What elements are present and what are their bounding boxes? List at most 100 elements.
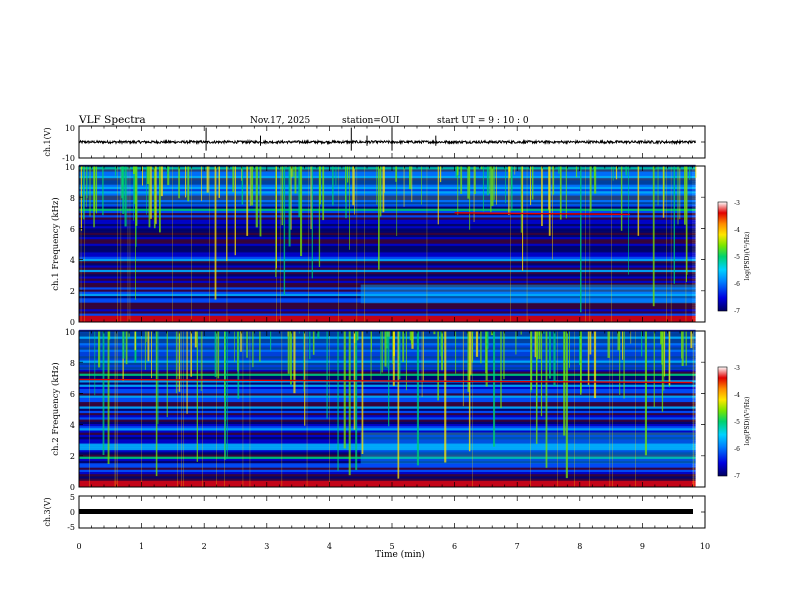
sferic-streak <box>151 331 152 378</box>
sferic-streak <box>291 166 292 230</box>
spectral-band <box>79 309 696 312</box>
sferic-streak <box>252 331 253 367</box>
spectral-band <box>79 318 696 321</box>
spectral-band <box>79 419 696 422</box>
sferic-streak <box>93 166 95 227</box>
sferic-streak <box>594 331 596 398</box>
sferic-streak <box>347 166 348 183</box>
sferic-streak <box>553 331 555 386</box>
sferic-streak <box>474 166 476 194</box>
sferic-line <box>329 331 330 487</box>
sferic-streak <box>87 166 88 198</box>
spectral-band <box>79 233 696 236</box>
sferic-streak <box>569 331 570 368</box>
sferic-line <box>610 331 611 487</box>
spectral-band <box>79 226 696 229</box>
spectral-band <box>79 270 696 273</box>
ch3-waveform-trace <box>79 509 693 514</box>
sferic-line <box>365 166 366 322</box>
sferic-line <box>589 331 590 487</box>
sferic-line <box>693 331 694 487</box>
spectral-band <box>79 224 696 227</box>
sferic-streak <box>237 331 238 371</box>
sferic-line <box>115 331 116 487</box>
spectral-band <box>79 250 696 253</box>
sferic-streak <box>417 331 419 465</box>
sferic-streak <box>344 331 346 449</box>
sferic-streak <box>288 331 289 336</box>
sferic-line <box>472 331 473 487</box>
spectral-band <box>79 254 696 256</box>
sferic-streak <box>594 166 596 194</box>
sferic-line <box>427 166 428 322</box>
sferic-streak <box>487 331 489 349</box>
sferic-line <box>202 331 203 487</box>
spectral-band <box>79 373 696 376</box>
spectral-band <box>79 305 696 308</box>
spectral-band <box>79 408 696 411</box>
sferic-streak <box>115 166 116 176</box>
spectral-band <box>79 211 696 214</box>
ch1-cb-tick-m4: -4 <box>734 227 740 234</box>
sferic-streak <box>411 166 412 202</box>
sferic-streak <box>404 166 405 207</box>
sferic-streak <box>256 166 258 227</box>
xtick-label-10: 10 <box>700 542 710 551</box>
sferic-streak <box>133 166 134 221</box>
ch2-colorbar-gradient <box>718 367 727 476</box>
broadband-emission <box>361 285 696 304</box>
spectral-band <box>79 430 696 433</box>
spectral-band <box>79 389 696 392</box>
sferic-streak <box>380 331 381 375</box>
ch2-ytick-2: 2 <box>70 452 75 461</box>
sferic-streak <box>355 331 357 470</box>
sferic-line <box>309 166 310 322</box>
ch2-ytick-8: 8 <box>70 359 75 368</box>
sferic-line <box>117 166 118 322</box>
sferic-streak <box>608 331 610 358</box>
sferic-streak <box>580 331 582 393</box>
sferic-streak <box>224 331 226 460</box>
ch3-ytick-top: 5 <box>70 493 75 502</box>
xtick-label-6: 6 <box>452 542 457 551</box>
sferic-streak <box>282 166 284 225</box>
sferic-streak <box>167 166 168 174</box>
ch3-ytick-bottom: -5 <box>67 523 75 532</box>
sferic-streak <box>421 166 422 205</box>
ch1-ytick-0: 0 <box>70 318 75 327</box>
sferic-line <box>612 331 613 487</box>
ch3-waveform-panel: 5 0 -5 ch.3(V) <box>43 493 705 532</box>
ch1-ytick-6: 6 <box>70 225 75 234</box>
sferic-streak <box>178 166 180 198</box>
sferic-line <box>84 166 85 322</box>
sferic-streak <box>535 331 536 357</box>
sferic-streak <box>161 166 163 196</box>
sferic-streak <box>135 331 137 350</box>
sferic-line <box>184 331 185 487</box>
sferic-streak <box>487 166 489 195</box>
sferic-streak <box>409 166 411 189</box>
ch2-cb-tick-m5: -5 <box>734 419 740 426</box>
sferic-streak <box>537 331 539 359</box>
spectral-band <box>79 402 696 405</box>
ch1-ytick-top: 10 <box>65 124 75 133</box>
spectral-band <box>79 281 696 284</box>
ch2-ytick-10: 10 <box>65 328 75 337</box>
sferic-streak <box>290 331 292 385</box>
sferic-streak <box>142 166 143 186</box>
sferic-streak <box>246 331 248 358</box>
vlf-figure: 10 -10 ch.1(V) 0 2 4 6 8 10 ch.1 Frequen… <box>0 0 792 612</box>
sferic-line <box>172 166 173 322</box>
sferic-streak <box>250 166 251 206</box>
sferic-streak <box>383 166 385 212</box>
sferic-streak <box>337 331 338 471</box>
sferic-streak <box>300 166 302 256</box>
sferic-line <box>224 331 225 487</box>
sferic-streak <box>147 166 149 184</box>
sferic-streak <box>552 166 553 260</box>
sferic-streak <box>423 331 424 382</box>
sferic-line <box>557 331 558 487</box>
sferic-streak <box>295 166 297 194</box>
sferic-streak <box>146 166 147 215</box>
ch1-cb-tick-m6: -6 <box>734 281 740 288</box>
